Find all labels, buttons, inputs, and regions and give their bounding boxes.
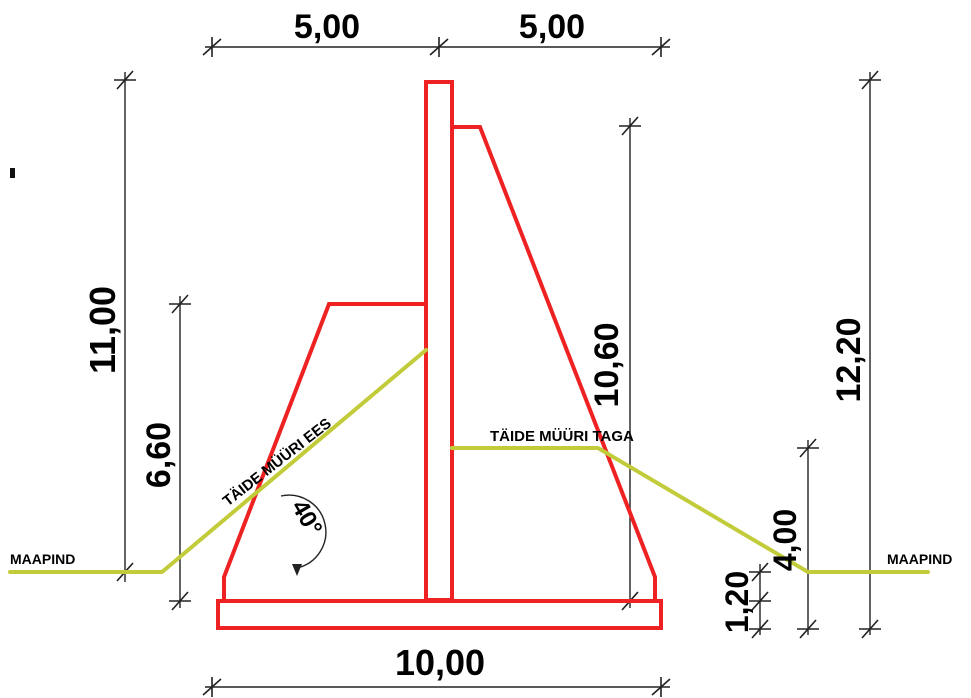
dim-label-bottom: 10,00 [395, 642, 485, 683]
dim-label-right-outer: 12,20 [830, 317, 868, 402]
footing-slab [216, 599, 663, 630]
ground-right-line [450, 446, 930, 574]
angle-arc [280, 494, 327, 569]
label-fill-front: TÄIDE MÜÜRI EES [220, 415, 335, 510]
dim-label-top-left: 5,00 [294, 8, 360, 46]
label-ground-right: MAAPIND [887, 551, 952, 567]
fill-lines [8, 348, 930, 574]
label-angle: 40° [286, 496, 328, 541]
dim-label-right-fill: 4,00 [767, 509, 803, 571]
label-fill-behind: TÄIDE MÜÜRI TAGA [490, 428, 634, 445]
angle-arrowhead [292, 564, 302, 576]
dim-label-right-inner: 10,60 [588, 322, 626, 407]
dim-label-footing: 1,20 [719, 571, 755, 633]
wall-stem [424, 80, 454, 602]
dimension-lines [114, 37, 881, 697]
edge-mark [10, 168, 15, 178]
dim-label-left-inner: 6,60 [140, 422, 178, 488]
front-fill-outline [222, 302, 426, 600]
ground-left-line [8, 348, 428, 574]
label-ground-left: MAAPIND [10, 551, 75, 567]
rear-fill-outline [452, 125, 657, 600]
dim-label-left-outer: 11,00 [82, 286, 123, 374]
dim-label-top-right: 5,00 [519, 8, 585, 46]
angle-indicator [280, 494, 327, 576]
dimension-labels: 5,00 5,00 10,00 11,00 6,60 10,60 12,20 4… [82, 8, 868, 683]
wall-structure [216, 80, 663, 630]
